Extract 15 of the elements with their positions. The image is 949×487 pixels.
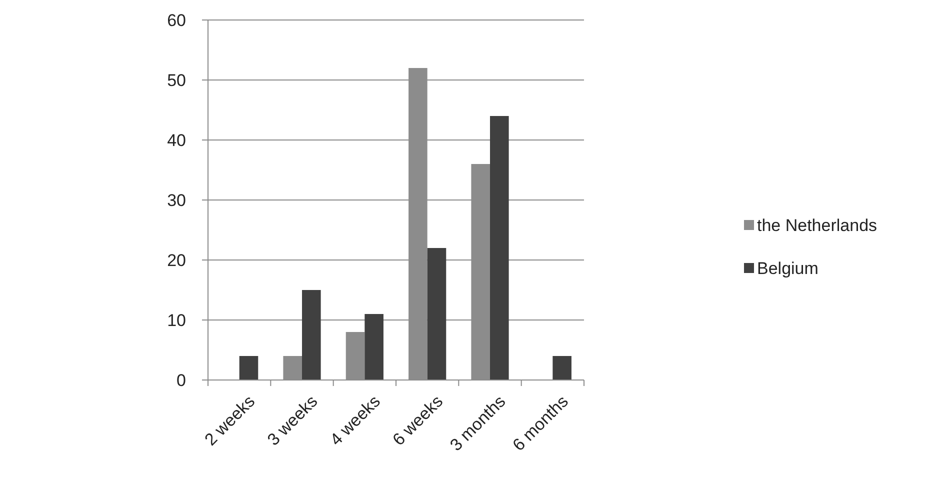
bar xyxy=(490,116,509,380)
bar xyxy=(364,314,384,380)
bar xyxy=(302,290,321,380)
bar xyxy=(239,356,258,380)
y-tick-label: 30 xyxy=(167,190,186,210)
y-tick-label: 40 xyxy=(167,130,186,150)
y-tick-label: 50 xyxy=(167,70,186,90)
legend-label: Belgium xyxy=(757,258,818,278)
y-tick-label: 60 xyxy=(167,10,186,30)
bar xyxy=(552,356,572,380)
y-tick-label: 10 xyxy=(167,310,186,330)
y-tick-label: 0 xyxy=(176,370,186,390)
bar xyxy=(427,248,446,380)
y-tick-label: 20 xyxy=(167,250,186,270)
legend-label: the Netherlands xyxy=(757,216,878,235)
